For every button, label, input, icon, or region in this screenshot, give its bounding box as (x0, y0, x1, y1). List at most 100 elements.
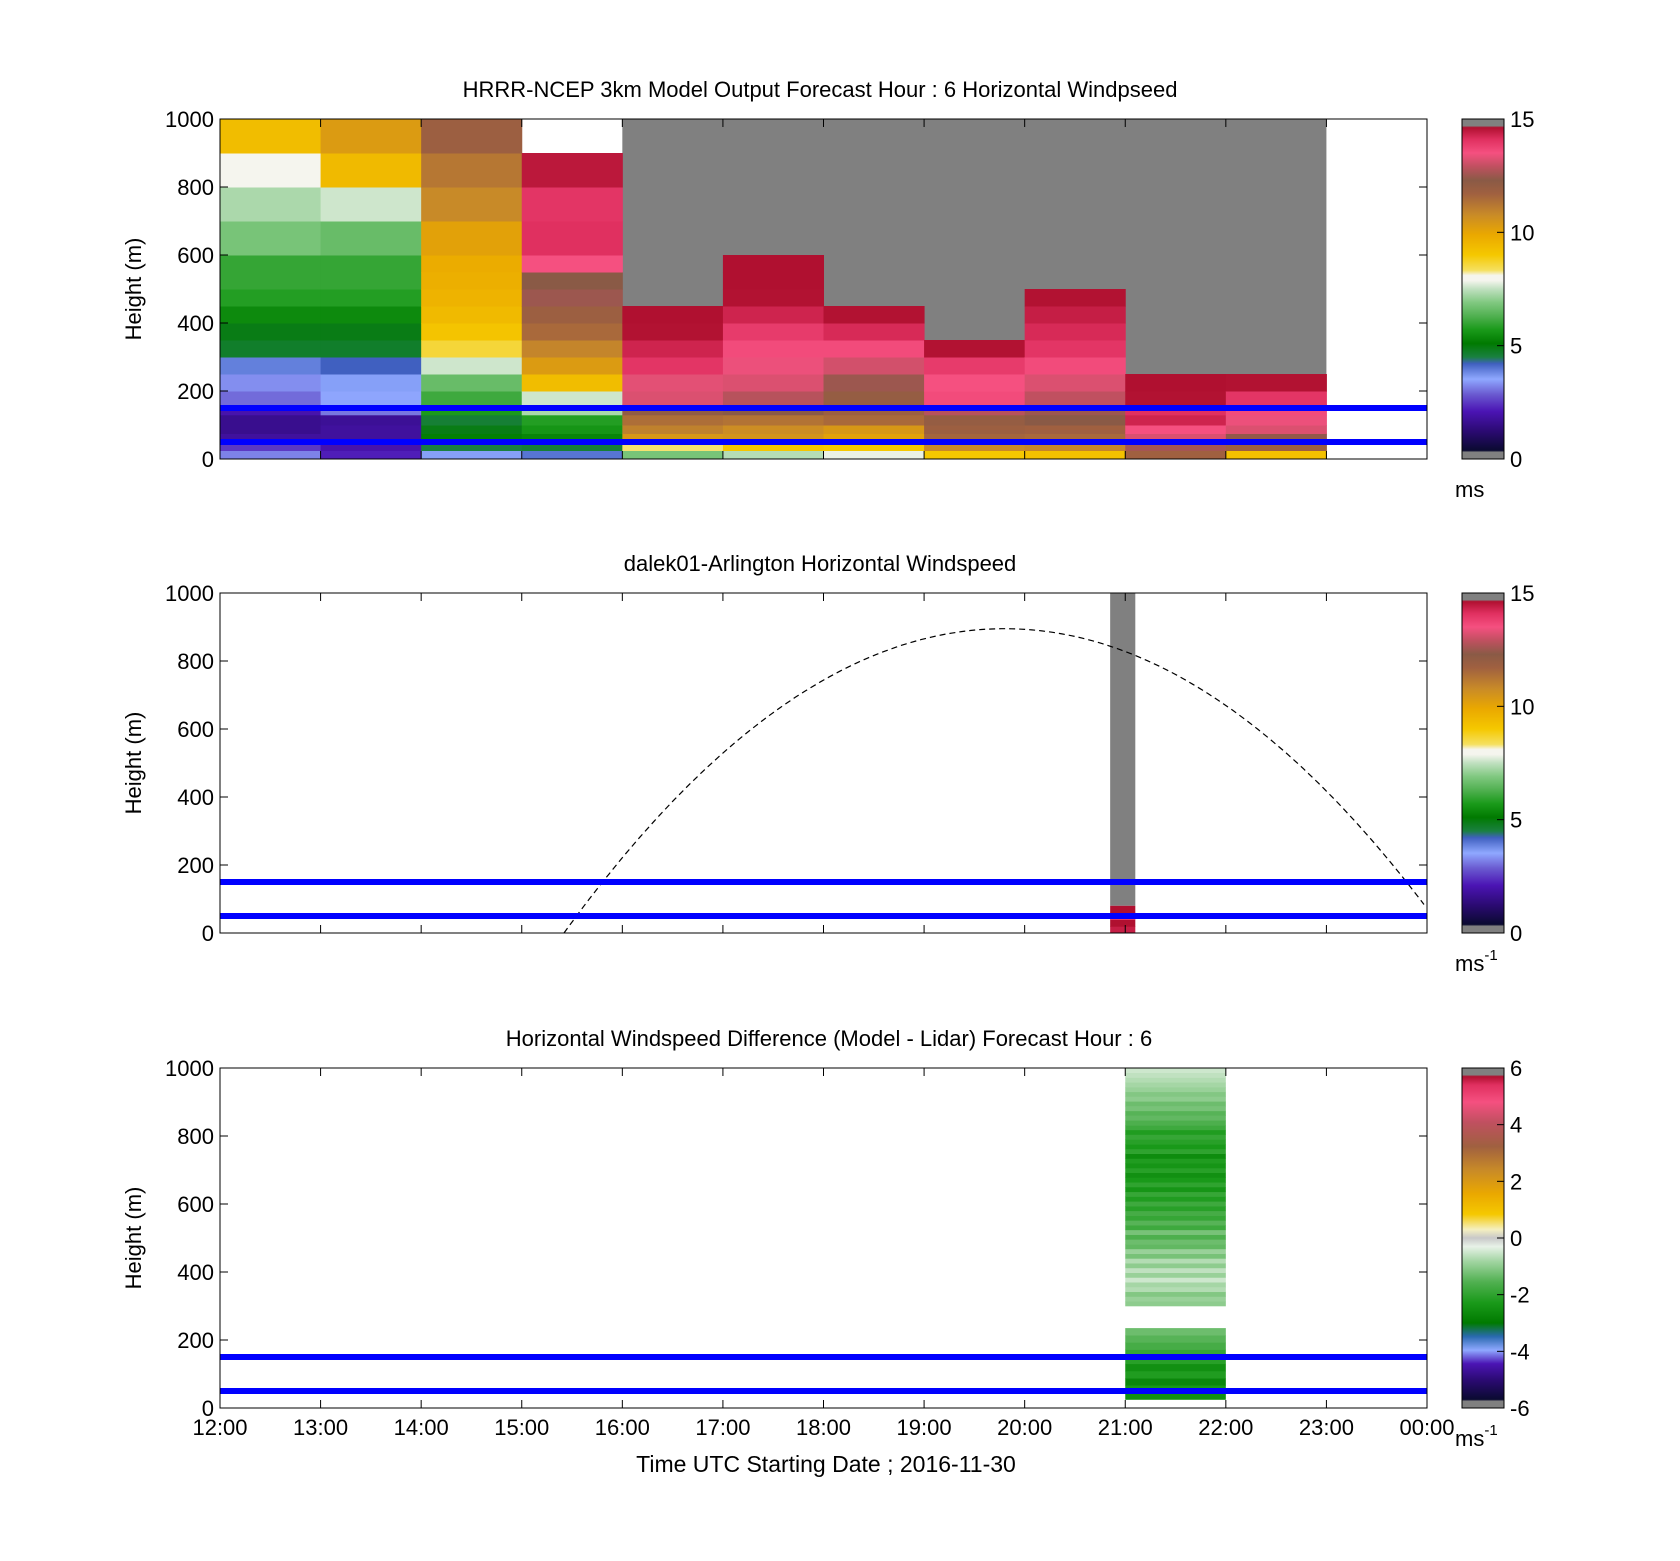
heatmap-cell (1125, 1206, 1226, 1212)
heatmap-cell (220, 272, 322, 290)
heatmap-cell (521, 221, 623, 256)
x-ticks: 12:00 13:00 14:00 15:00 16:00 17:00 18:00 19:00… (192, 1068, 1455, 1440)
heatmap-cell (1024, 442, 1126, 451)
model-windspeed-panel: HRRR-NCEP 3km Model Output Forecast Hour… (121, 77, 1534, 502)
heatmap-cell (1125, 374, 1227, 392)
missing-data-column (1110, 593, 1136, 906)
heatmap-cell (1125, 1167, 1226, 1174)
heatmap-cell (1125, 1335, 1226, 1343)
x-tick-label: 13:00 (293, 1415, 348, 1440)
heatmap-cell (1125, 1291, 1226, 1297)
heatmap-cell (1125, 1277, 1226, 1283)
heatmap-cell (722, 357, 824, 375)
colorbar-tick-label: -4 (1510, 1339, 1530, 1364)
y-ticks: 0 200 400 600 800 1000 (165, 1056, 1427, 1421)
x-ticks (219, 593, 1428, 933)
heatmap-cell (421, 272, 523, 290)
overlay-lines (220, 405, 1427, 445)
x-tick-label: 16:00 (595, 1415, 650, 1440)
colorbar-tick-label: 5 (1510, 334, 1522, 359)
y-tick-label: 800 (177, 649, 214, 674)
heatmap-cell (1024, 391, 1126, 406)
heatmap-cell (1125, 1210, 1226, 1216)
heatmap-cell (1125, 433, 1227, 443)
heatmap-cell (320, 433, 422, 443)
heatmap-cell (521, 187, 623, 222)
colorbar-gradient (1461, 592, 1505, 934)
heatmap-cell (1024, 289, 1126, 307)
x-ticks (219, 119, 1428, 459)
heatmap-cell (1110, 905, 1136, 914)
heatmap-cell (924, 374, 1026, 392)
heatmap-cell (823, 374, 925, 392)
heatmap-cell (220, 119, 322, 154)
y-tick-label: 600 (177, 1192, 214, 1217)
colorbar-tick-label: 0 (1510, 447, 1522, 472)
heatmap-cell (1225, 374, 1327, 392)
heatmap-cell (1125, 1077, 1226, 1083)
heatmap-cell (622, 374, 724, 392)
heatmap-cell (421, 414, 523, 426)
heatmap-cell (924, 442, 1026, 451)
heatmap-cell (220, 442, 322, 451)
heatmap-cell (521, 272, 623, 290)
heatmap-cell (1125, 1172, 1226, 1178)
heatmap-cell (622, 340, 724, 358)
heatmap-cell (421, 289, 523, 307)
heatmap-cell (823, 306, 925, 324)
heatmap-cell (722, 433, 824, 443)
heatmap-cell (320, 450, 422, 460)
y-axis-label: Height (m) (121, 1187, 146, 1290)
colorbar-tick-label: 0 (1510, 1226, 1522, 1251)
heatmap-cell (1125, 1239, 1226, 1245)
heatmap-cell (1125, 1120, 1226, 1126)
y-axis-label: Height (m) (121, 712, 146, 815)
heatmap-cell (1024, 433, 1126, 443)
heatmap-cell (722, 255, 824, 273)
heatmap-cell (722, 306, 824, 324)
heatmap-cell (320, 391, 422, 406)
y-tick-label: 600 (177, 243, 214, 268)
heatmap-cell (421, 221, 523, 256)
heatmap-cell (1125, 1286, 1226, 1293)
heatmap-cell (220, 414, 322, 426)
heatmap-cell (320, 289, 422, 307)
heatmap-cell (1125, 1267, 1226, 1273)
heatmap-cell (1024, 374, 1126, 392)
heatmap-cell (1125, 1244, 1226, 1250)
heatmap-cell (1125, 425, 1227, 434)
heatmap-cell (320, 357, 422, 375)
heatmap-cell (521, 255, 623, 273)
heatmap-cell (1125, 1158, 1226, 1164)
heatmap-cell (220, 255, 322, 273)
colorbar-tick-label: 4 (1510, 1113, 1522, 1138)
heatmap-cell (924, 391, 1026, 406)
heatmap-cell (1024, 306, 1126, 324)
colorbar-tick-label: 5 (1510, 808, 1522, 833)
colorbar-unit-label: ms (1455, 477, 1484, 502)
heatmap-cell (1125, 1225, 1226, 1231)
colorbar-tick-label: 0 (1510, 921, 1522, 946)
heatmap-cell (320, 119, 422, 154)
heatmap-cell (320, 340, 422, 358)
colorbar: 0 5 10 15 ms-1 (1455, 581, 1534, 976)
x-tick-label: 14:00 (394, 1415, 449, 1440)
colorbar-tick-label: 15 (1510, 107, 1534, 132)
heatmap-cell (924, 340, 1026, 358)
colorbar-tick-label: 10 (1510, 694, 1534, 719)
y-tick-label: 0 (202, 447, 214, 472)
heatmap-cell (823, 391, 925, 406)
heatmap-cell (924, 357, 1026, 375)
heatmap-cell (1024, 323, 1126, 341)
heatmap-cell (823, 357, 925, 375)
x-tick-label: 12:00 (192, 1415, 247, 1440)
heatmap-cell (521, 153, 623, 188)
heatmap-cell (1110, 919, 1136, 927)
heatmap-cell (722, 374, 824, 392)
x-tick-label: 20:00 (997, 1415, 1052, 1440)
heatmap-cell (421, 323, 523, 341)
heatmap-cell (521, 323, 623, 341)
heatmap-cell (1225, 391, 1327, 406)
colorbar: -6 -4 -2 0 2 4 6 ms-1 (1455, 1056, 1530, 1451)
